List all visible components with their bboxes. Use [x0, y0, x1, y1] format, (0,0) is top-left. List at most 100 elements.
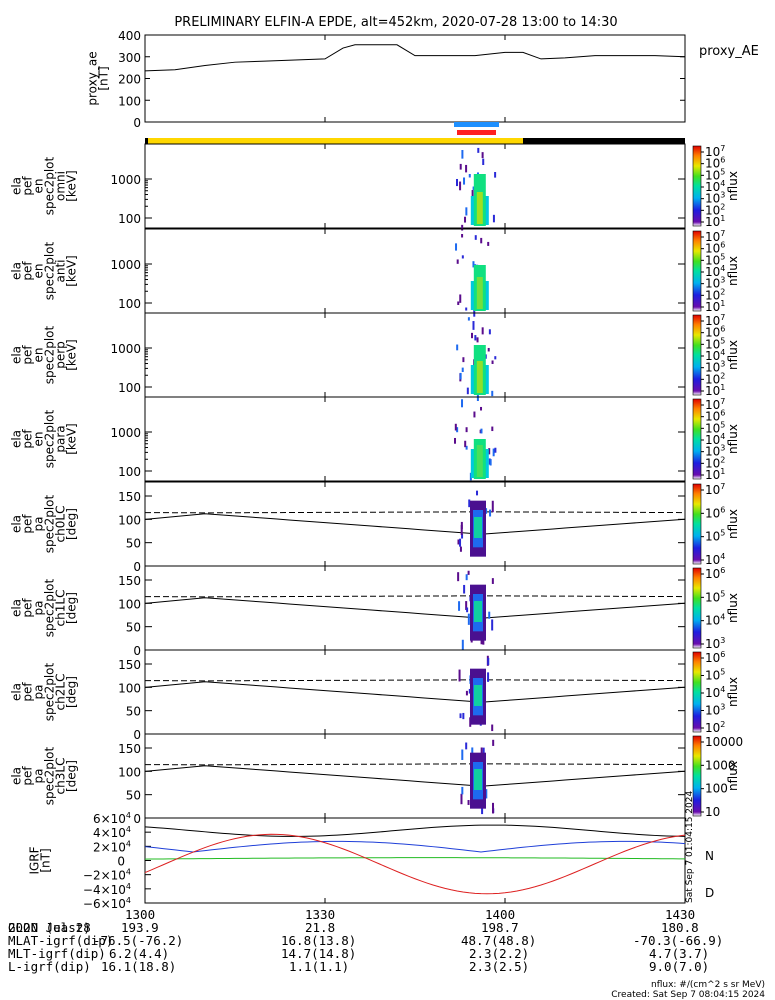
spec2plot_ch2LC-ytick-label-3: 0 — [133, 728, 141, 742]
spec2plot_ch1LC-pa-core-inner — [474, 601, 482, 622]
spec2plot_perp-colorbar — [692, 314, 702, 396]
spec2plot_ch3LC-speckle-4 — [492, 739, 495, 746]
spec2plot_ch1LC-speckle-5 — [457, 572, 460, 582]
spec2plot_ch2LC-ylabel-3: spec2plot — [43, 662, 57, 721]
spec2plot_para-ylabel-2: en — [32, 432, 46, 447]
igrf-ytick-label-1: 4×104 — [93, 825, 131, 840]
igrf-label-n: N — [705, 849, 714, 863]
xaxis-tick-label-1: 1330 — [305, 907, 336, 922]
spec2plot_omni-colorbar-label-6: 101 — [705, 214, 725, 229]
spec2plot_ch0LC-ytick-label-2: 50 — [126, 537, 141, 551]
spec2plot_omni-ylabel-1: pef — [21, 176, 35, 196]
spec2plot_anti-ylabel-3: spec2plot — [43, 241, 57, 300]
spec2plot_omni-speckle-1 — [472, 186, 475, 190]
xaxis-row-1-value-2: 48.7(48.8) — [461, 933, 537, 948]
spec2plot_ch1LC-antiloss-cone-line — [144, 595, 686, 598]
spec2plot_para-ytick-label-0: 1000 — [110, 426, 141, 440]
xaxis-row-3-value-2: 2.3(2.5) — [469, 959, 530, 974]
spec2plot_omni-speckle-20 — [477, 147, 480, 153]
spec2plot_anti-colorbar-label-0: 107 — [705, 229, 725, 244]
spec2plot_perp-colorbar-title: nflux — [726, 340, 740, 370]
proxy-ae-ytick-label-1: 300 — [118, 51, 141, 65]
xaxis-row-3-value-1: 1.1(1.1) — [289, 959, 350, 974]
spec2plot_ch3LC-pa-core-inner — [474, 769, 482, 790]
xaxis-row-3-value-0: 16.1(18.8) — [101, 959, 177, 974]
spec2plot_ch2LC-ylabel-5: [deg] — [65, 676, 79, 708]
spec2plot_ch3LC-ylabel-3: spec2plot — [43, 746, 57, 805]
spec2plot_ch3LC-colorbar-label-2: 100 — [705, 782, 728, 796]
spec2plot_ch3LC-colorbar-label-0: 10000 — [705, 735, 743, 749]
spec2plot_anti-ytick-label-1: 100 — [118, 297, 141, 311]
igrf-ytick-label-0: 6×104 — [93, 811, 131, 826]
spec2plot_ch1LC-loss-cone-line — [144, 597, 686, 619]
spec2plot_perp-speckle-4 — [456, 344, 459, 351]
spec2plot_anti-colorbar-label-1: 106 — [705, 241, 725, 256]
spec2plot_ch3LC-ytick-label-2: 50 — [126, 789, 141, 803]
spec2plot_ch0LC-ylabel-4: ch0LC — [54, 506, 68, 543]
xaxis-row-0-value-3: 180.8 — [661, 920, 699, 935]
spec2plot_ch0LC-speckle-6 — [468, 499, 471, 508]
spec2plot_anti-speckle-11 — [480, 237, 483, 244]
spec2plot_para-speckle-16 — [480, 406, 483, 411]
spec2plot_anti-speckle-9 — [456, 259, 459, 264]
igrf-ytick-label-6: −6×104 — [83, 896, 131, 911]
spec2plot_perp-ylabel-2: en — [32, 348, 46, 363]
spec2plot_anti-ylabel-4: anti — [54, 260, 68, 283]
spec2plot_anti-colorbar-label-4: 103 — [705, 276, 725, 291]
spec2plot_anti-speckle-8 — [474, 235, 477, 240]
spec2plot_ch3LC-colorbar-label-3: 10 — [705, 805, 720, 819]
spec2plot_ch0LC-ylabel-2: pa — [32, 517, 46, 532]
spec2plot_omni-speckle-5 — [461, 150, 464, 159]
igrf-stamp: Sat Sep 7 01:04:15 2024 — [685, 791, 695, 903]
xaxis-row-1-value-1: 16.8(13.8) — [281, 933, 357, 948]
spec2plot_ch0LC-antiloss-cone-line — [144, 511, 686, 514]
xaxis-row-1-value-0: -76.5(-76.2) — [93, 933, 184, 948]
spec2plot_ch0LC-speckle-11 — [485, 508, 488, 514]
spec2plot_ch3LC-ylabel-0: ela — [10, 767, 24, 785]
spec2plot_perp-colorbar-label-0: 107 — [705, 313, 725, 328]
spec2plot_ch3LC-ytick-label-1: 100 — [118, 765, 141, 779]
spec2plot_ch1LC-speckle-11 — [465, 601, 468, 610]
spec2plot_ch1LC-ylabel-3: spec2plot — [43, 578, 57, 637]
spec2plot_perp-speckle-8 — [461, 367, 464, 373]
spec2plot_ch3LC-speckle-16 — [480, 747, 483, 754]
spec2plot_para-speckle-18 — [461, 399, 464, 408]
spec2plot_ch0LC-colorbar — [692, 483, 702, 565]
spec2plot_ch3LC-ylabel-2: pa — [32, 769, 46, 784]
spec2plot_para-speckle-2 — [465, 445, 468, 450]
xaxis-tick-label-0: 1300 — [125, 907, 156, 922]
spec2plot_para-ylabel-3: spec2plot — [43, 409, 57, 468]
spec2plot_perp-speckle-7 — [494, 356, 497, 360]
spec2plot_para-ylabel-0: ela — [10, 430, 24, 448]
spec2plot_ch1LC-speckle-9 — [480, 640, 483, 645]
spec2plot_omni-ytick-label-1: 100 — [118, 212, 141, 226]
xaxis-row-label-0: GLON (east) — [8, 920, 91, 935]
spec2plot_omni-speckle-4 — [482, 158, 485, 166]
spec2plot_ch2LC-frame — [144, 649, 686, 735]
spec2plot_anti-frame — [144, 228, 686, 314]
spec2plot_para-ylabel-1: pef — [21, 429, 35, 449]
spec2plot_ch1LC-speckle-6 — [465, 574, 468, 581]
spec2plot_ch0LC-speckle-5 — [461, 533, 464, 539]
spec2plot_perp-speckle-15 — [471, 332, 474, 339]
spec2plot_ch1LC-speckle-10 — [467, 570, 470, 575]
spec2plot_ch3LC-ylabel-4: ch3LC — [54, 758, 68, 795]
spec2plot_ch1LC-speckle-13 — [458, 601, 461, 611]
spec2plot_omni-frame — [144, 143, 686, 229]
spec2plot_ch1LC-speckle-12 — [466, 607, 469, 613]
xaxis-tick-label-2: 1400 — [485, 907, 516, 922]
spec2plot_ch3LC-speckle-17 — [492, 802, 495, 814]
spec2plot_perp-ylabel-5: [keV] — [65, 339, 79, 370]
spec2plot_para-speckle-0 — [465, 427, 468, 433]
spec2plot_ch2LC-pa-core-inner — [474, 685, 482, 706]
proxy-ae-ylabel-1: [nT] — [97, 66, 111, 90]
spec2plot_ch3LC-ylabel-5: [deg] — [65, 760, 79, 792]
spec2plot_ch1LC-colorbar-label-1: 105 — [705, 589, 725, 604]
spec2plot_ch1LC-ylabel-1: pef — [21, 598, 35, 618]
spec2plot_ch3LC-speckle-6 — [460, 793, 463, 805]
spec2plot_ch2LC-speckle-7 — [458, 669, 461, 682]
spec2plot_para-spectrum-core-mid — [473, 439, 486, 479]
spec2plot_anti-colorbar-label-6: 101 — [705, 299, 725, 314]
spec2plot_omni-ylabel-0: ela — [10, 177, 24, 195]
